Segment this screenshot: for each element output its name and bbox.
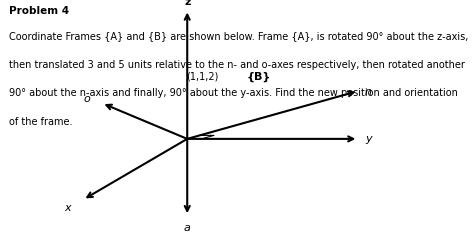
Text: of the frame.: of the frame. <box>9 117 73 126</box>
Text: a: a <box>184 223 191 233</box>
Text: Problem 4: Problem 4 <box>9 6 70 16</box>
Text: Coordinate Frames {A} and {B} are shown below. Frame {A}, is rotated 90° about t: Coordinate Frames {A} and {B} are shown … <box>9 31 469 41</box>
Text: x: x <box>64 203 71 213</box>
Text: 90° about the n-axis and finally, 90° about the y-axis. Find the new position an: 90° about the n-axis and finally, 90° ab… <box>9 88 458 98</box>
Text: n: n <box>365 87 372 97</box>
Text: y: y <box>365 134 372 144</box>
Text: (1,1,2): (1,1,2) <box>186 72 218 82</box>
Text: z: z <box>184 0 191 7</box>
Text: then translated 3 and 5 units relative to the n- and o-axes respectively, then r: then translated 3 and 5 units relative t… <box>9 60 465 69</box>
Text: o: o <box>83 94 90 104</box>
Text: {B}: {B} <box>246 72 271 82</box>
